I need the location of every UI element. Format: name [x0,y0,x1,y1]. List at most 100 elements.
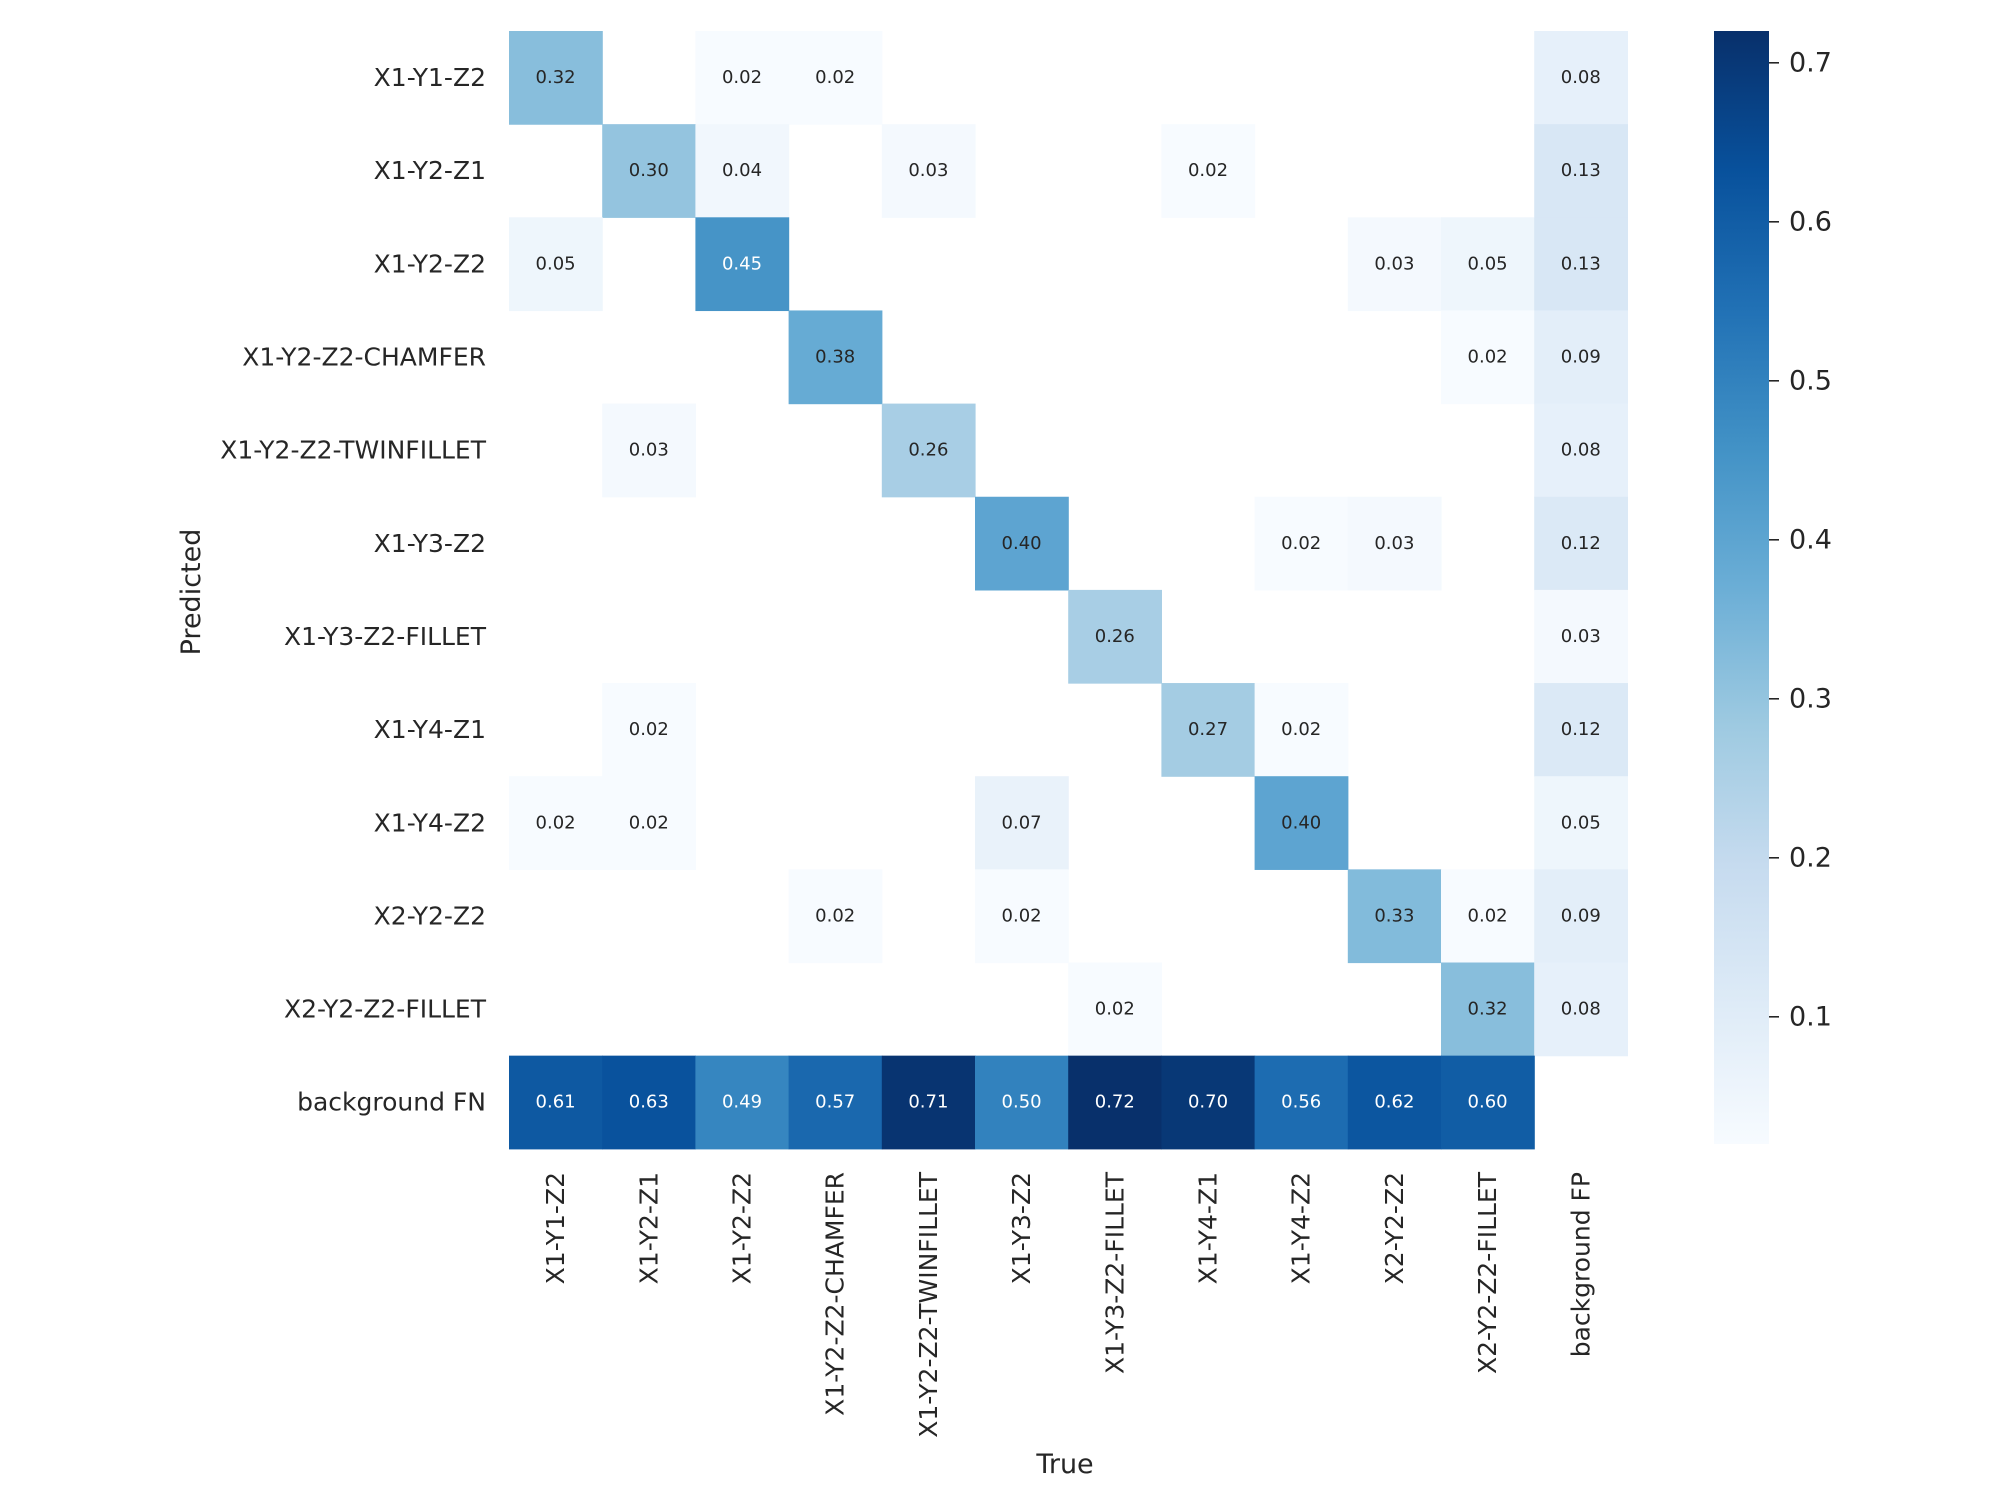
heatmap-cell [975,869,1069,964]
heatmap-cell [881,403,976,498]
heatmap-cell [695,124,790,218]
cell-value-label: 0.03 [629,440,669,461]
heatmap-cell [788,869,883,964]
cell-value-label: 0.02 [1188,160,1228,181]
heatmap-cell-labels: 0.32 0.02 0.02 0.08 0.30 0.04 0.03 0.02 0.13 0.05… [536,67,1601,1113]
cell-value-label: 0.02 [1095,999,1135,1020]
heatmap-cell [1534,124,1628,218]
cell-value-label: 0.26 [908,440,948,461]
cell-value-label: 0.02 [722,67,762,88]
colorbar-tick-label: 0.1 [1789,1001,1832,1032]
y-tick-label: X1-Y2-Z2 [374,249,486,278]
colorbar-tick-label: 0.6 [1789,206,1832,237]
cell-value-label: 0.02 [1468,347,1508,368]
heatmap-cell [1068,589,1162,684]
cell-value-label: 0.57 [815,1092,855,1113]
y-tick-label: X1-Y4-Z1 [374,715,486,744]
cell-value-label: 0.02 [1281,719,1321,740]
heatmap-cell [1254,776,1349,870]
y-tick-label: X1-Y1-Z2 [374,63,486,92]
heatmap-cell [1441,1055,1535,1150]
cell-value-label: 0.09 [1561,347,1601,368]
heatmap-cell [695,31,790,125]
heatmap-cell [1534,403,1628,498]
heatmap-cell [1441,962,1535,1057]
cell-value-label: 0.03 [1374,533,1414,554]
heatmap-cell [1068,1055,1162,1150]
cell-value-label: 0.02 [1281,533,1321,554]
heatmap-cell [602,683,696,777]
cell-value-label: 0.38 [815,347,855,368]
heatmap-cell [1534,776,1628,870]
heatmap-cell [1441,869,1535,964]
heatmap-cell [1068,962,1162,1057]
cell-value-label: 0.30 [629,160,669,181]
cell-value-label: 0.02 [629,719,669,740]
cell-value-label: 0.72 [1095,1092,1135,1113]
x-axis-label: True [1035,1449,1093,1480]
x-tick-label: X1-Y3-Z2 [1007,1172,1036,1284]
heatmap-cell [602,776,696,870]
cell-value-label: 0.27 [1188,719,1228,740]
colorbar-tick-label: 0.7 [1789,47,1832,78]
heatmap-cell [1441,310,1535,405]
heatmap-cell [881,124,976,218]
cell-value-label: 0.60 [1468,1092,1508,1113]
heatmap-cell [788,1055,883,1150]
colorbar-gradient [1714,31,1769,1144]
heatmap-cell [788,31,883,125]
cell-value-label: 0.50 [1002,1092,1042,1113]
cell-value-label: 0.45 [722,253,762,274]
cell-value-label: 0.08 [1561,67,1601,88]
heatmap-cell [602,1055,696,1150]
cell-value-label: 0.61 [536,1092,576,1113]
cell-value-label: 0.02 [1002,905,1042,926]
cell-value-label: 0.12 [1561,533,1601,554]
colorbar-tick-label: 0.2 [1789,842,1832,873]
heatmap-cell [1254,496,1349,591]
cell-value-label: 0.49 [722,1092,762,1113]
x-tick-label: X1-Y4-Z1 [1194,1172,1223,1284]
heatmap-cell [1347,869,1442,964]
cell-value-label: 0.08 [1561,999,1601,1020]
heatmap-cell [509,31,603,125]
colorbar-tick-label: 0.3 [1789,683,1832,714]
cell-value-label: 0.02 [1468,905,1508,926]
cell-value-label: 0.33 [1374,905,1414,926]
cell-value-label: 0.71 [908,1092,948,1113]
cell-value-label: 0.03 [1561,626,1601,647]
x-tick-label: X1-Y1-Z2 [541,1172,570,1284]
cell-value-label: 0.03 [908,160,948,181]
colorbar-tick-label: 0.4 [1789,524,1832,555]
heatmap-cell [509,776,603,870]
heatmap-cell [975,1055,1069,1150]
y-axis-label: Predicted [176,529,207,656]
cell-value-label: 0.26 [1095,626,1135,647]
heatmap-cell [1254,1055,1349,1150]
y-tick-label: X1-Y2-Z2-CHAMFER [242,343,486,372]
heatmap-cell [975,496,1069,591]
y-tick-label: X1-Y2-Z2-TWINFILLET [220,436,487,465]
cell-value-label: 0.40 [1002,533,1042,554]
cell-value-label: 0.32 [536,67,576,88]
heatmap-cell [1161,124,1256,218]
cell-value-label: 0.02 [815,67,855,88]
heatmap-cell [602,124,696,218]
y-tick-label: X1-Y3-Z2 [374,529,486,558]
x-tick-labels: X1-Y1-Z2 X1-Y2-Z1 X1-Y2-Z2 X1-Y2-Z2-CHAMFER… [541,1171,1595,1438]
heatmap-cell [1254,683,1349,777]
cell-value-label: 0.03 [1374,253,1414,274]
cell-value-label: 0.05 [1468,253,1508,274]
cell-value-label: 0.40 [1281,812,1321,833]
cell-value-label: 0.56 [1281,1092,1321,1113]
cell-value-label: 0.02 [536,812,576,833]
heatmap-cell [1441,217,1535,312]
cell-value-label: 0.12 [1561,719,1601,740]
y-tick-labels: X1-Y1-Z2 X1-Y2-Z1 X1-Y2-Z2 X1-Y2-Z2-CHAMFER… [220,63,487,1117]
heatmap-cell [1534,589,1628,684]
heatmap-cell [1347,1055,1442,1150]
x-tick-label: X2-Y2-Z2 [1380,1172,1409,1284]
cell-value-label: 0.13 [1561,253,1601,274]
heatmap-cell [602,403,696,498]
